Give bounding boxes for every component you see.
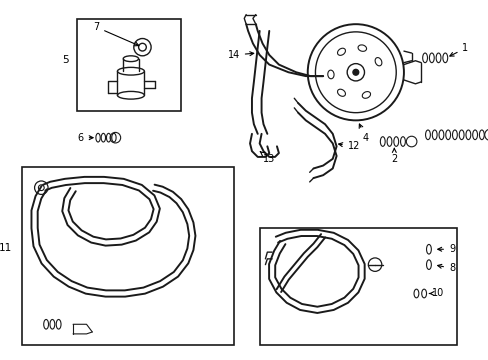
Bar <box>77 19 181 111</box>
Text: 4: 4 <box>359 124 368 143</box>
Bar <box>22 167 233 346</box>
Text: 1: 1 <box>449 43 468 56</box>
Text: 14: 14 <box>227 50 253 60</box>
Text: 7: 7 <box>93 22 139 46</box>
Text: 6: 6 <box>78 133 93 143</box>
Text: 5: 5 <box>62 55 68 66</box>
Text: 8: 8 <box>437 264 454 274</box>
Text: 3: 3 <box>0 359 1 360</box>
Text: 12: 12 <box>338 141 359 151</box>
Text: 9: 9 <box>437 244 454 254</box>
Text: 11: 11 <box>0 243 12 253</box>
Circle shape <box>352 69 358 75</box>
Bar <box>259 228 456 346</box>
Text: 2: 2 <box>390 148 397 164</box>
Text: 13: 13 <box>260 152 275 164</box>
Text: 10: 10 <box>428 288 444 298</box>
